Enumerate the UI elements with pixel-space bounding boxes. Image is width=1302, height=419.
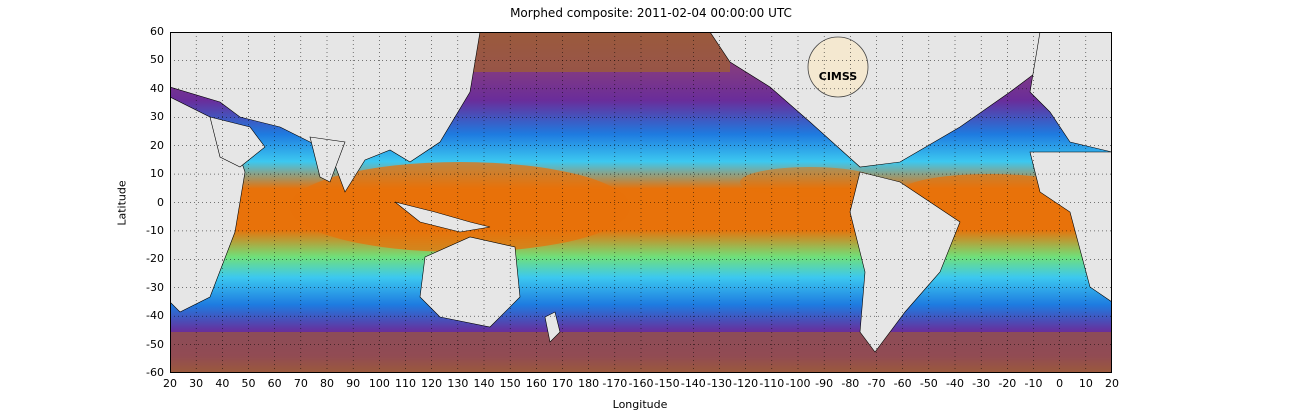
y-tick-label: -10 xyxy=(146,223,164,237)
y-tick-label: 20 xyxy=(150,138,164,152)
map-frame xyxy=(170,32,1112,373)
x-tick-label: -170 xyxy=(602,377,628,390)
y-tick-label: 30 xyxy=(150,110,164,124)
x-tick-label: 100 xyxy=(368,377,390,390)
x-tick-label: 80 xyxy=(320,377,334,390)
x-tick-label: -90 xyxy=(815,377,834,390)
land-indonesia xyxy=(394,201,491,233)
x-tick-label: 10 xyxy=(1078,377,1093,390)
x-tick-label: 130 xyxy=(447,377,469,390)
x-tick-label: -70 xyxy=(867,377,886,390)
x-tick-label: -60 xyxy=(893,377,912,390)
dry-north-pacific xyxy=(470,32,730,72)
cimss-logo: CIMSS xyxy=(807,36,869,98)
land-arabia xyxy=(209,116,266,168)
x-tick-label: 90 xyxy=(346,377,361,390)
x-tick-label: -160 xyxy=(628,377,654,390)
x-tick-label: 60 xyxy=(267,377,282,390)
y-tick-label: -30 xyxy=(146,280,164,294)
land-africa-east xyxy=(1029,151,1112,303)
y-axis-label: Latitude xyxy=(115,180,129,226)
x-tick-label: 180 xyxy=(578,377,600,390)
x-tick-label: -80 xyxy=(841,377,860,390)
x-tick-label: 50 xyxy=(241,377,256,390)
x-axis-label: Longitude xyxy=(612,398,668,411)
x-tick-label: 140 xyxy=(473,377,495,390)
land-europe-east xyxy=(1029,32,1112,153)
land-india xyxy=(309,136,346,183)
land-new-zealand xyxy=(544,311,561,343)
svg-text:CIMSS: CIMSS xyxy=(819,70,858,83)
x-tick-label: -50 xyxy=(919,377,938,390)
warm-pool xyxy=(290,162,630,252)
x-tick-label: 120 xyxy=(421,377,443,390)
x-tick-label: -150 xyxy=(654,377,680,390)
x-tick-label: 20 xyxy=(1105,377,1119,390)
y-tick-label: -40 xyxy=(146,309,164,323)
x-tick-label: -100 xyxy=(785,377,811,390)
y-tick-label: -20 xyxy=(146,252,164,266)
y-tick-label: 40 xyxy=(150,81,164,95)
y-tick-label: 50 xyxy=(150,53,164,67)
x-tick-label: 20 xyxy=(163,377,177,390)
y-tick-label: 10 xyxy=(150,167,164,181)
x-tick-label: 40 xyxy=(215,377,230,390)
land-eurasia xyxy=(170,32,481,193)
y-tick-label: 0 xyxy=(157,195,164,209)
x-tick-label: 0 xyxy=(1056,377,1064,390)
y-tick-label: -50 xyxy=(146,337,164,351)
atlantic-itcz xyxy=(900,174,1080,210)
land-south-america xyxy=(849,171,961,353)
y-tick-label: -60 xyxy=(146,366,164,379)
x-tick-label: 150 xyxy=(499,377,521,390)
graticule xyxy=(170,32,1112,373)
x-tick-label: -10 xyxy=(1024,377,1043,390)
x-tick-label: -120 xyxy=(733,377,759,390)
map-title: Morphed composite: 2011-02-04 00:00:00 U… xyxy=(510,6,792,20)
x-tick-label: 70 xyxy=(293,377,308,390)
x-tick-label: 170 xyxy=(552,377,573,390)
x-tick-label: -30 xyxy=(972,377,991,390)
x-tick-label: -130 xyxy=(707,377,732,390)
x-tick-label: -40 xyxy=(946,377,964,390)
x-tick-label: -110 xyxy=(759,377,785,390)
x-tick-label: 110 xyxy=(395,377,416,390)
x-tick-label: -20 xyxy=(998,377,1017,390)
x-tick-label: 160 xyxy=(525,377,547,390)
pacific-itcz xyxy=(740,167,880,197)
map-panel: CIMSS xyxy=(170,32,1112,373)
y-tick-label: 60 xyxy=(150,25,164,38)
x-tick-label: -140 xyxy=(680,377,706,390)
x-tick-label: 30 xyxy=(189,377,204,390)
